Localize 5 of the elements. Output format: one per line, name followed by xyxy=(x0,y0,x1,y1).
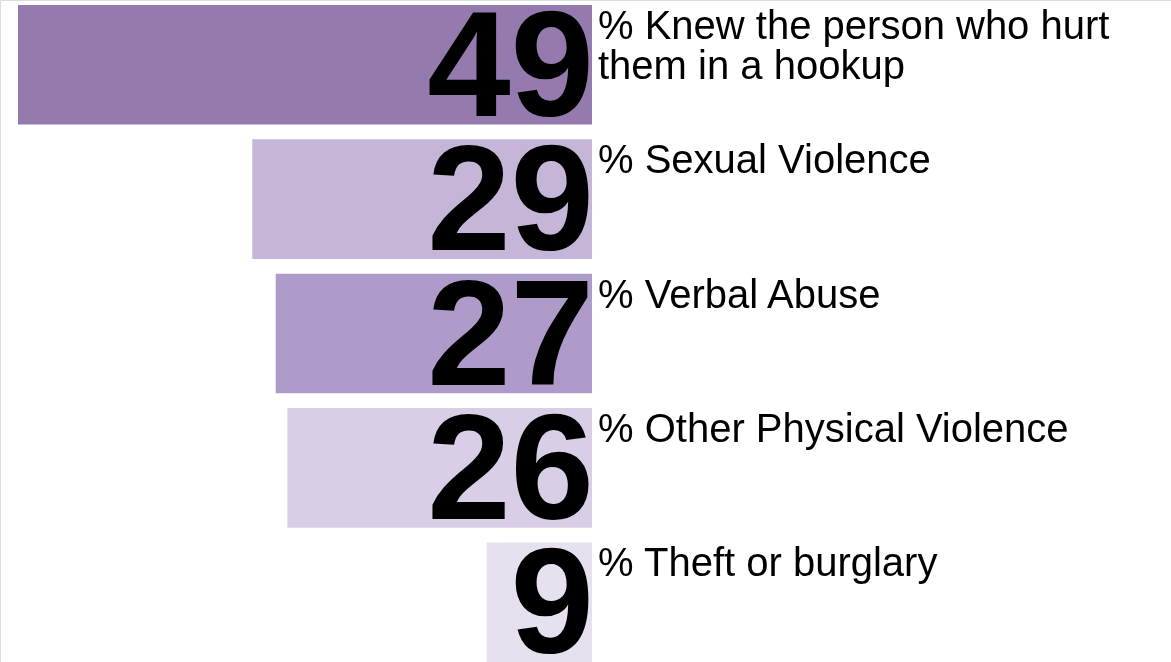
y-tick-label: % Verbal Abuse xyxy=(598,271,881,316)
y-tick-label: % Theft or burglary xyxy=(598,540,938,585)
y-tick-label: % Other Physical Violence xyxy=(598,405,1069,450)
y-tick-label: % Sexual Violence xyxy=(598,137,931,182)
y-tick-label: % Knew the person who hurt them in a hookup xyxy=(598,2,1110,87)
